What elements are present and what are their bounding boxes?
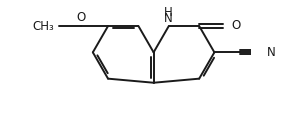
Text: CH₃: CH₃ — [32, 20, 54, 33]
Text: N: N — [267, 46, 275, 59]
Text: N: N — [164, 11, 173, 25]
Text: H: H — [164, 6, 173, 19]
Text: O: O — [232, 19, 241, 32]
Text: O: O — [77, 11, 86, 24]
